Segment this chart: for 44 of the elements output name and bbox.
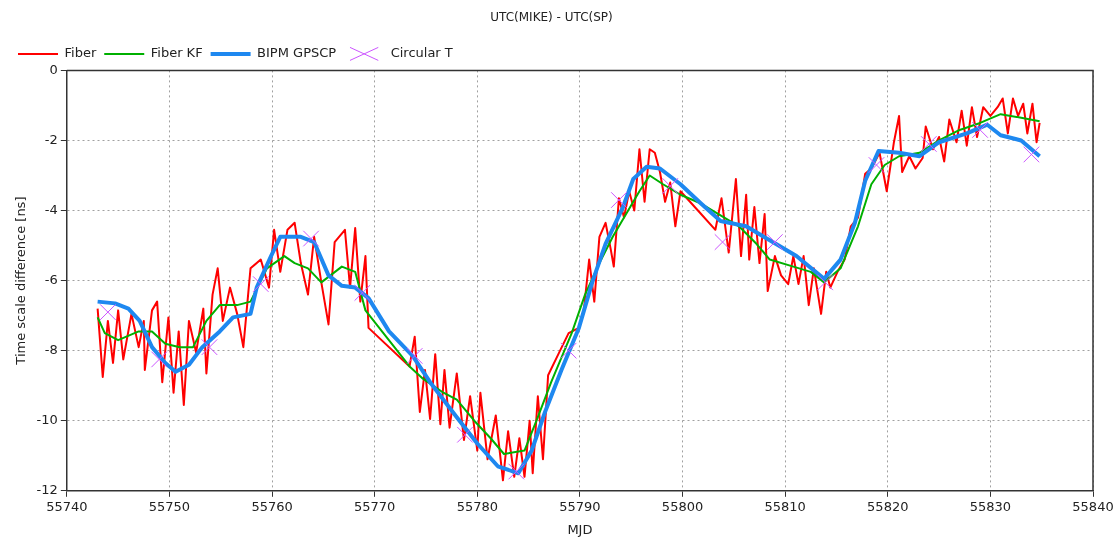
y-tick-label: -12 [36,482,58,498]
x-tick-label: 55770 [354,498,396,514]
legend-label: Fiber KF [150,45,203,61]
point [714,233,731,251]
legend-label: Fiber [64,45,97,61]
x-tick-label: 55750 [148,498,191,514]
y-tick-label: 0 [49,61,58,77]
y-tick-label: -6 [44,271,58,287]
y-tick-label: -10 [36,412,58,428]
x-tick-label: 55820 [867,498,909,514]
x-tick-label: 55760 [251,498,293,514]
x-tick-label: 55800 [661,498,704,514]
y-axis-title: Time scale difference [ns] [13,196,29,366]
point [150,351,168,368]
legend-label: BIPM GPSCP [257,45,337,61]
x-axis-title: MJD [567,521,593,537]
point [99,303,117,321]
point [252,275,270,293]
point [868,156,885,174]
x-tick-label: 55810 [764,498,806,514]
point [920,135,938,153]
point [560,342,577,359]
point [766,233,784,251]
y-tick-label: -4 [44,201,58,217]
point [610,191,628,209]
x-tick-label: 55830 [969,498,1012,514]
x-tick-label: 55780 [456,498,498,514]
x-tick-label: 55740 [46,498,88,514]
point [508,463,525,480]
x-tick-label: 55840 [1072,498,1114,514]
point [661,177,679,195]
point [971,121,989,139]
point [456,426,474,444]
x-tick-label: 55790 [559,498,601,514]
legend-label: Circular T [390,45,453,61]
point [201,338,218,356]
point [1023,146,1040,163]
point [406,347,423,365]
y-tick-label: -2 [44,131,58,147]
point [816,274,834,291]
chart-title: UTC(MIKE) - UTC(SP) [490,10,613,25]
y-tick-label: -8 [44,342,58,358]
point [354,284,371,302]
point [302,230,320,247]
